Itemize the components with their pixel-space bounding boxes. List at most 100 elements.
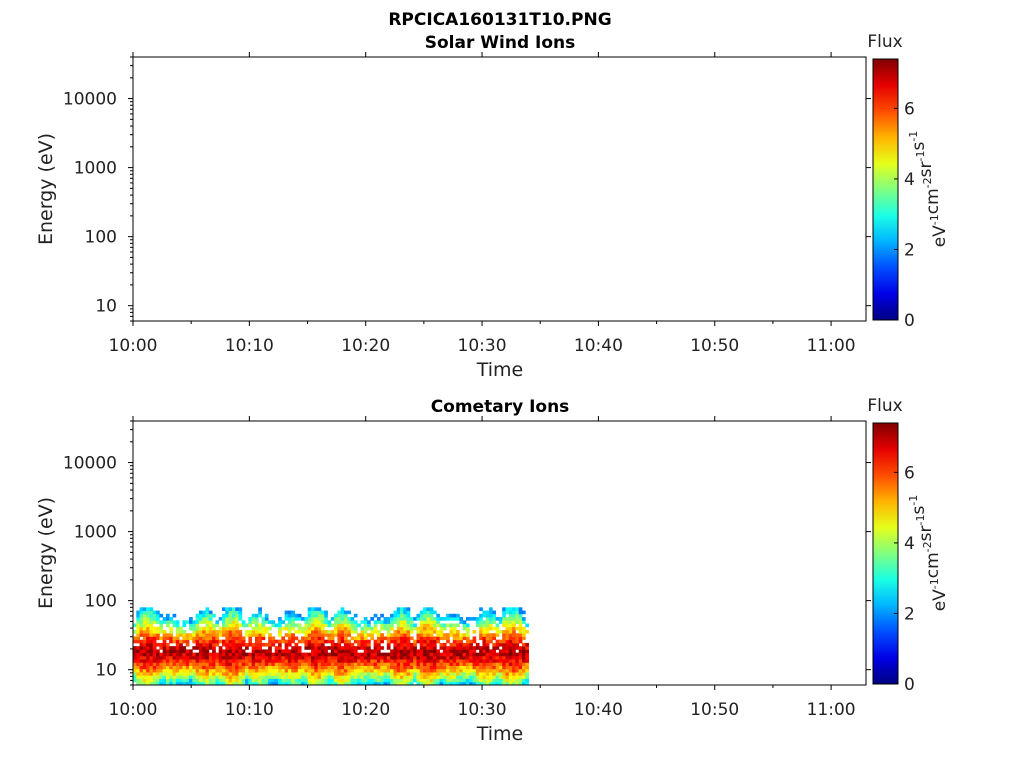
heatmap-cell <box>505 655 510 660</box>
heatmap-cell <box>330 642 335 647</box>
heatmap-cell <box>343 636 348 641</box>
heatmap-cell <box>479 623 483 628</box>
heatmap-cell <box>314 681 319 686</box>
heatmap-cell <box>248 620 253 624</box>
heatmap-cell <box>436 662 440 666</box>
heatmap-cell <box>175 626 180 631</box>
heatmap-cell <box>175 672 180 676</box>
heatmap-cell <box>281 626 286 631</box>
heatmap-cell <box>314 655 319 660</box>
heatmap-cell <box>442 617 447 621</box>
heatmap-cell <box>419 668 424 673</box>
heatmap-cell <box>462 662 467 666</box>
heatmap-cell <box>254 646 259 650</box>
heatmap-cell <box>320 668 325 673</box>
heatmap-cell <box>212 633 216 637</box>
heatmap-cell <box>429 649 434 654</box>
heatmap-cell <box>133 665 137 670</box>
heatmap-cell <box>162 639 167 644</box>
heatmap-cell <box>426 652 431 657</box>
unit-base: sr <box>916 161 936 177</box>
heatmap-cell <box>251 633 256 637</box>
heatmap-cell <box>287 659 292 663</box>
heatmap-cell <box>409 649 414 654</box>
heatmap-cell <box>307 681 312 686</box>
heatmap-cell <box>136 681 140 686</box>
heatmap-cell <box>198 675 203 679</box>
heatmap-cell <box>159 659 164 663</box>
heatmap-cell <box>205 646 210 650</box>
heatmap-cell <box>287 668 292 673</box>
heatmap-cell <box>136 610 140 615</box>
heatmap-cell <box>291 675 295 679</box>
heatmap-cell <box>515 659 520 663</box>
heatmap-cell <box>436 665 440 670</box>
heatmap-cell <box>334 642 338 647</box>
heatmap-cell <box>254 655 259 660</box>
heatmap-cell <box>456 659 460 663</box>
heatmap-cell <box>172 659 177 663</box>
heatmap-cell <box>363 668 368 673</box>
heatmap-cell <box>465 642 470 647</box>
heatmap-cell <box>446 678 450 683</box>
heatmap-cell <box>367 652 371 657</box>
heatmap-cell <box>175 655 180 660</box>
heatmap-cell <box>452 646 457 650</box>
heatmap-cell <box>512 652 516 657</box>
heatmap-cell <box>337 626 342 631</box>
heatmap-cell <box>222 607 226 611</box>
heatmap-cell <box>416 633 421 637</box>
heatmap-cell <box>330 636 335 641</box>
heatmap-cell <box>162 659 167 663</box>
heatmap-cell <box>416 678 421 683</box>
heatmap-cell <box>515 607 520 611</box>
heatmap-cell <box>317 659 322 663</box>
heatmap-cell <box>347 626 351 631</box>
heatmap-cell <box>258 607 262 611</box>
heatmap-cell <box>307 675 312 679</box>
heatmap-cell <box>245 642 249 647</box>
heatmap-cell <box>136 613 140 618</box>
heatmap-cell <box>320 617 325 621</box>
heatmap-cell <box>231 639 236 644</box>
heatmap-cell <box>238 678 243 683</box>
heatmap-cell <box>205 678 210 683</box>
heatmap-cell <box>343 633 348 637</box>
heatmap-cell <box>518 675 523 679</box>
heatmap-cell <box>189 678 193 683</box>
heatmap-cell <box>231 665 236 670</box>
heatmap-cell <box>192 678 197 683</box>
heatmap-cell <box>436 659 440 663</box>
heatmap-cell <box>360 652 365 657</box>
heatmap-cell <box>439 678 444 683</box>
heatmap-cell <box>281 620 286 624</box>
heatmap-cell <box>169 626 173 631</box>
heatmap-cell <box>330 649 335 654</box>
heatmap-cell <box>198 662 203 666</box>
heatmap-cell <box>518 662 523 666</box>
heatmap-cell <box>360 662 365 666</box>
heatmap-cell <box>370 668 375 673</box>
heatmap-cell <box>281 668 286 673</box>
heatmap-cell <box>304 668 309 673</box>
heatmap-cell <box>370 652 375 657</box>
heatmap-cell <box>482 613 487 618</box>
heatmap-cell <box>215 662 220 666</box>
heatmap-cell <box>278 675 282 679</box>
heatmap-cell <box>241 623 246 628</box>
heatmap-cell <box>479 665 483 670</box>
heatmap-cell <box>343 623 348 628</box>
heatmap-cell <box>334 629 338 634</box>
heatmap-cell <box>492 649 497 654</box>
heatmap-cell <box>202 681 206 686</box>
y-tick-label: 10 <box>95 297 117 317</box>
heatmap-cell <box>149 665 154 670</box>
heatmap-cell <box>353 681 358 686</box>
heatmap-cell <box>297 649 302 654</box>
heatmap-cell <box>376 646 381 650</box>
heatmap-cell <box>432 636 437 641</box>
heatmap-cell <box>442 646 447 650</box>
heatmap-cell <box>363 639 368 644</box>
heatmap-cell <box>357 678 361 683</box>
heatmap-cell <box>386 668 391 673</box>
